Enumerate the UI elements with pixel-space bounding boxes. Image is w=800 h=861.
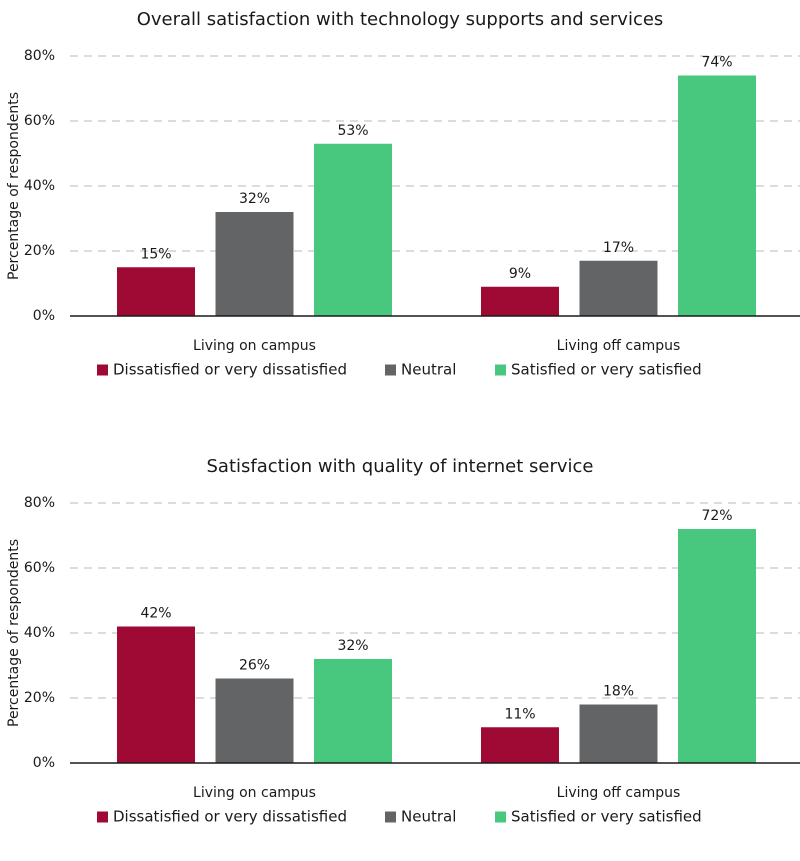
category-label: Living on campus bbox=[193, 338, 316, 354]
chart-overall-satisfaction: Overall satisfaction with technology sup… bbox=[6, 9, 800, 379]
chart-internet-satisfaction: Satisfaction with quality of internet se… bbox=[6, 456, 800, 826]
y-tick-label: 60% bbox=[24, 113, 55, 129]
legend-swatch bbox=[97, 364, 108, 376]
y-tick-label: 20% bbox=[24, 690, 55, 706]
bar-1-2 bbox=[678, 75, 756, 316]
bar-0-1 bbox=[215, 212, 294, 316]
y-axis-label: Percentage of respondents bbox=[6, 92, 22, 280]
charts-container: Overall satisfaction with technology sup… bbox=[6, 9, 800, 826]
y-tick-label: 0% bbox=[33, 308, 55, 324]
category-label: Living on campus bbox=[193, 785, 316, 801]
legend-swatch bbox=[495, 811, 506, 823]
y-tick-label: 20% bbox=[24, 243, 55, 259]
data-label: 32% bbox=[239, 191, 270, 207]
data-label: 42% bbox=[140, 606, 171, 622]
legend: Dissatisfied or very dissatisfied Neutral… bbox=[97, 361, 702, 379]
legend-label: Dissatisfied or very dissatisfied bbox=[113, 361, 347, 379]
legend-swatch bbox=[97, 811, 108, 823]
data-label: 18% bbox=[603, 684, 634, 700]
y-tick-label: 60% bbox=[24, 560, 55, 576]
bar-1-2 bbox=[678, 529, 756, 763]
legend: Dissatisfied or very dissatisfied Neutral… bbox=[97, 808, 702, 826]
data-label: 32% bbox=[337, 638, 368, 654]
data-label: 72% bbox=[701, 508, 732, 524]
data-label: 74% bbox=[701, 55, 732, 71]
data-label: 11% bbox=[504, 706, 535, 722]
y-axis-label: Percentage of respondents bbox=[6, 539, 22, 727]
y-tick-label: 40% bbox=[24, 625, 55, 641]
bar-0-0 bbox=[117, 267, 195, 316]
data-label: 26% bbox=[239, 658, 270, 674]
data-label: 53% bbox=[337, 123, 368, 139]
y-tick-label: 0% bbox=[33, 755, 55, 771]
y-tick-label: 40% bbox=[24, 178, 55, 194]
category-label: Living off campus bbox=[557, 785, 681, 801]
bar-0-0 bbox=[117, 626, 195, 763]
bar-1-0 bbox=[481, 286, 559, 316]
bar-1-1 bbox=[579, 260, 658, 316]
legend-swatch bbox=[495, 364, 506, 376]
category-label: Living off campus bbox=[557, 338, 681, 354]
legend-label: Neutral bbox=[401, 808, 456, 826]
data-label: 9% bbox=[509, 266, 531, 282]
legend-swatch bbox=[385, 811, 396, 823]
data-label: 17% bbox=[603, 240, 634, 256]
bar-0-2 bbox=[314, 143, 392, 316]
legend-label: Neutral bbox=[401, 361, 456, 379]
bar-0-1 bbox=[215, 678, 294, 763]
legend-swatch bbox=[385, 364, 396, 376]
legend-label: Dissatisfied or very dissatisfied bbox=[113, 808, 347, 826]
y-tick-label: 80% bbox=[24, 495, 55, 511]
y-tick-label: 80% bbox=[24, 48, 55, 64]
data-label: 15% bbox=[140, 246, 171, 262]
bar-1-0 bbox=[481, 727, 559, 763]
legend-label: Satisfied or very satisfied bbox=[511, 808, 702, 826]
chart-title: Satisfaction with quality of internet se… bbox=[207, 456, 594, 477]
legend-label: Satisfied or very satisfied bbox=[511, 361, 702, 379]
bar-1-1 bbox=[579, 704, 658, 763]
chart-title: Overall satisfaction with technology sup… bbox=[137, 9, 664, 30]
bar-0-2 bbox=[314, 659, 392, 763]
